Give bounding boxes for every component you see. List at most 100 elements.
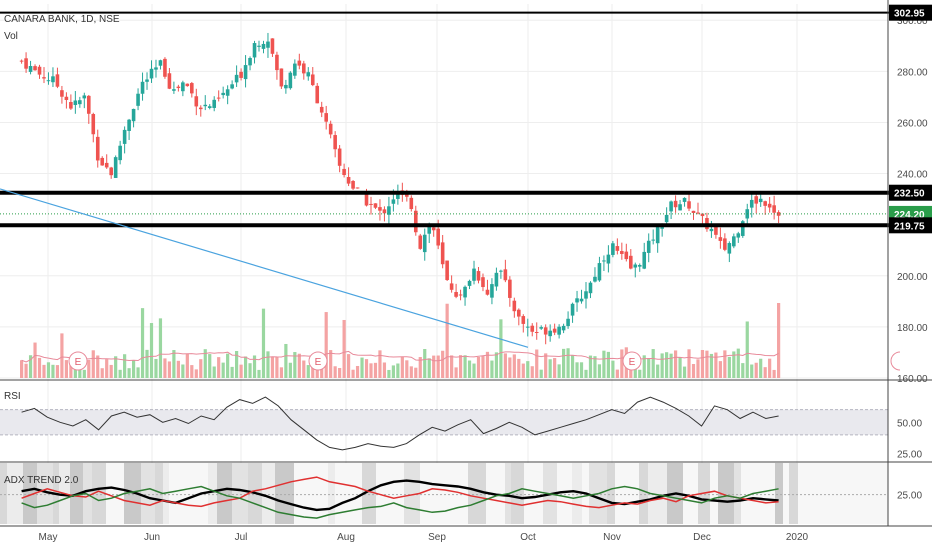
candle-body [696,212,700,214]
time-tick-label: Dec [693,532,711,543]
candle-body [422,234,427,253]
candle-body [364,193,369,206]
candle-body [682,197,687,202]
candle-body [723,238,727,250]
candle-body [315,85,320,104]
volume-bar [46,362,51,378]
volume-bar [535,349,539,378]
candle-body [185,83,190,87]
volume-bar [217,357,221,378]
candle-body [521,316,526,324]
earnings-marker[interactable] [622,351,642,371]
candle-body [588,282,593,294]
candle-body [646,240,651,253]
volume-bar [199,359,203,378]
adx-shade-stripe [775,463,783,524]
earnings-marker[interactable] [308,351,328,371]
adx-shade-stripe [328,463,335,524]
candle-body [763,201,767,206]
volume-bar [293,352,297,378]
adx-lines [0,463,888,524]
volume-bar [593,356,597,378]
candle-body [190,83,194,94]
volume-bar [508,357,512,378]
candle-body [754,196,759,204]
volume-bar [665,352,669,378]
volume-bar [732,351,736,378]
earnings-marker[interactable] [68,351,88,371]
volume-bar [418,357,422,378]
volume-bar [400,356,404,378]
volume-bar [190,365,194,378]
volume-bar [620,349,624,378]
volume-bar [521,363,525,378]
time-tick-label: Sep [428,532,446,543]
candle-body [198,107,203,110]
candle-body [342,168,346,176]
candle-body [391,199,396,204]
volume-bar [100,368,104,378]
volume-bar [194,369,198,378]
candle-body [454,292,458,297]
volume-bar [656,364,660,378]
candle-body [534,331,539,333]
candle-body [606,254,611,264]
volume-bar [678,357,682,378]
adx-shade-stripe [124,463,141,524]
volume-bar [441,350,445,378]
rsi-label[interactable]: RSI [4,391,21,402]
candle-body [378,207,382,211]
volume-bar [20,360,24,378]
volume-bar [51,364,55,378]
candle-body [194,96,199,107]
candle-body [266,41,270,48]
candle-body [499,270,503,272]
volume-bar [759,358,763,378]
symbol-label[interactable]: CANARA BANK, 1D, NSE [4,14,120,25]
volume-bar [64,360,68,378]
adx-series-line [21,479,779,512]
candle-body [302,63,306,74]
price-tick-label: 160.00 [897,374,928,385]
volume-bar [324,312,328,378]
ascending-trendline[interactable] [0,188,529,348]
volume-bar [391,365,395,378]
earnings-marker-label: E [629,357,636,368]
volume-bar [570,355,575,378]
candle-body [158,60,163,66]
volume-bar [669,353,673,378]
volume-bar [127,368,131,378]
candle-body [109,167,113,176]
adx-label[interactable]: ADX TREND 2.0 [4,475,79,486]
volume-bar [158,318,163,378]
candle-body [91,114,96,135]
candle-body [557,326,561,335]
candle-body [552,328,557,333]
volume-bar [172,350,176,378]
candle-body [203,104,208,107]
candle-body [512,300,517,312]
candle-body [579,298,584,302]
volume-bar [252,355,257,378]
candle-body [346,177,351,184]
volume-bar [33,342,37,378]
candle-body [467,280,472,286]
volume-bar [682,366,687,378]
grid-lines [0,4,888,524]
candle-body [69,102,73,109]
volume-bar [275,356,279,378]
volume-bar [777,303,781,378]
volume-bar [181,364,185,378]
volume-bar [279,367,284,378]
candle-body [678,204,682,211]
price-tick-label: 240.00 [897,170,928,181]
volume-bar [373,362,378,378]
volume-bar [606,351,610,378]
candle-body [727,243,732,254]
volume-bar [55,365,60,378]
candle-body [140,81,145,94]
volume-bar [454,367,458,378]
candle-body [637,264,642,267]
volume-bar [82,369,86,378]
